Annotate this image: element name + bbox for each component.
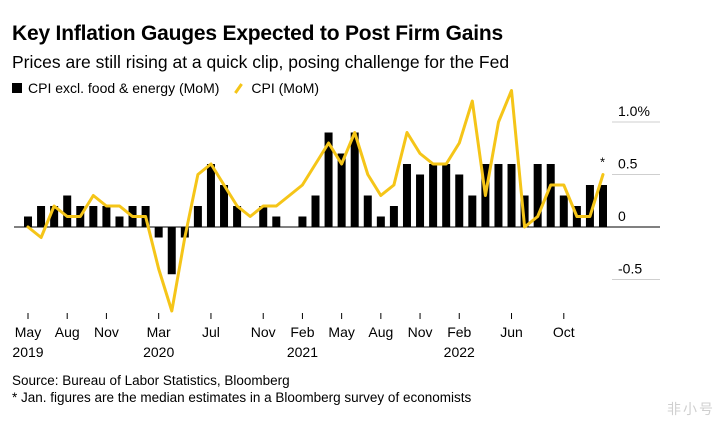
bar-core-cpi (233, 206, 242, 227)
bar-core-cpi (455, 174, 464, 227)
legend-swatch-bar (12, 83, 22, 93)
legend-label-core: CPI excl. food & energy (MoM) (28, 80, 220, 96)
line-headline-cpi (26, 89, 605, 313)
x-tick-label: Nov (408, 324, 433, 340)
bar-core-cpi (246, 227, 255, 228)
bar-core-cpi (206, 164, 215, 227)
bar-core-cpi (442, 164, 451, 227)
x-tick-label: Nov (94, 324, 119, 340)
bar-core-cpi (311, 195, 320, 227)
x-year-label: 2020 (143, 344, 174, 360)
bar-core-cpi (363, 195, 372, 227)
bar-core-cpi (63, 195, 72, 227)
bar-core-cpi (298, 216, 307, 227)
x-tick-label: May (328, 324, 354, 340)
bar-core-cpi (376, 216, 385, 227)
bar-core-cpi (389, 206, 398, 227)
bar-core-cpi (50, 206, 59, 227)
bar-core-cpi (24, 216, 32, 227)
bar-core-cpi (546, 164, 555, 227)
x-year-label: 2021 (287, 344, 318, 360)
bar-core-cpi (533, 164, 542, 227)
y-tick-label: 0.5 (618, 156, 638, 172)
bar-core-cpi (285, 227, 294, 228)
x-tick-label: Aug (55, 324, 80, 340)
bar-core-cpi (167, 227, 176, 275)
source-note: Source: Bureau of Labor Statistics, Bloo… (12, 373, 290, 388)
x-tick-label: Feb (447, 324, 471, 340)
x-tick-label: May (15, 324, 41, 340)
legend-label-headline: CPI (MoM) (251, 80, 320, 96)
x-tick-label: Nov (251, 324, 276, 340)
x-tick-label: Feb (290, 324, 314, 340)
footnotes: Source: Bureau of Labor Statistics, Bloo… (12, 372, 471, 406)
bar-core-cpi (259, 206, 268, 227)
survey-note: * Jan. figures are the median estimates … (12, 390, 472, 405)
y-tick-label: 1.0% (618, 103, 650, 119)
bar-core-cpi (599, 185, 607, 227)
y-tick-label: -0.5 (618, 261, 642, 277)
chart-title: Key Inflation Gauges Expected to Post Fi… (12, 22, 504, 45)
x-tick-label: Jun (500, 324, 523, 340)
bar-core-cpi (102, 206, 111, 227)
bar-core-cpi (337, 153, 346, 227)
bar-core-cpi (272, 216, 281, 227)
bar-core-cpi (350, 132, 359, 227)
chart-subtitle: Prices are still rising at a quick clip,… (12, 52, 510, 72)
bar-core-cpi (154, 227, 163, 238)
x-tick-label: Mar (147, 324, 171, 340)
bar-core-cpi (324, 132, 333, 227)
watermark: 非小号 (667, 401, 715, 417)
bar-core-cpi (507, 164, 516, 227)
estimate-asterisk: * (600, 155, 605, 170)
bar-core-cpi (193, 206, 202, 227)
bar-core-cpi (220, 185, 229, 227)
bar-core-cpi (115, 216, 124, 227)
x-tick-label: Oct (553, 324, 575, 340)
bar-core-cpi (402, 164, 411, 227)
chart-legend: CPI excl. food & energy (MoM) CPI (MoM) (12, 80, 333, 96)
bar-core-cpi (416, 174, 425, 227)
bar-core-cpi (37, 206, 46, 227)
x-year-label: 2022 (444, 344, 475, 360)
x-tick-label: Jul (202, 324, 220, 340)
bar-core-cpi (559, 195, 568, 227)
bar-core-cpi (429, 164, 438, 227)
legend-item-core: CPI excl. food & energy (MoM) (12, 80, 219, 96)
bar-core-cpi (585, 185, 594, 227)
legend-item-headline: CPI (MoM) (233, 80, 319, 96)
bar-core-cpi (468, 195, 477, 227)
bar-core-cpi (494, 164, 503, 227)
x-tick-label: Aug (368, 324, 393, 340)
y-tick-label: 0 (618, 208, 626, 224)
bar-core-cpi (89, 206, 98, 227)
x-year-label: 2019 (12, 344, 43, 360)
